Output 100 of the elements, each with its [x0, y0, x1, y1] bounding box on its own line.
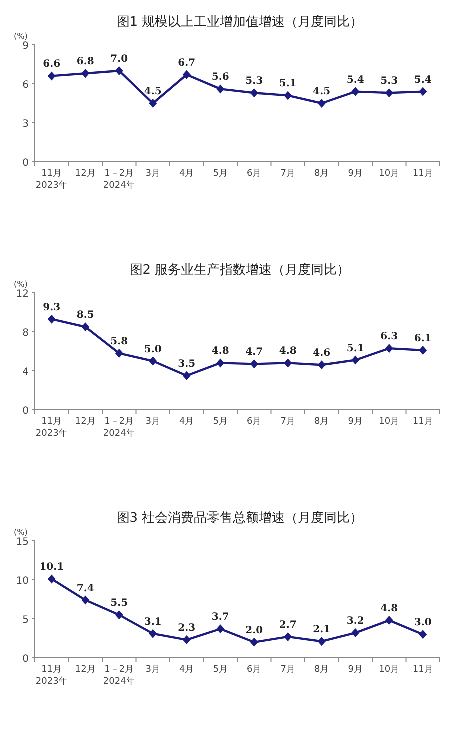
- x-tick-label: 3月: [146, 169, 160, 179]
- data-label: 8.5: [76, 310, 94, 322]
- point: [385, 344, 394, 354]
- data-label: 5.5: [110, 598, 128, 610]
- point: [284, 91, 292, 100]
- y-tick-label: 9: [22, 41, 29, 52]
- data-label: 2.3: [178, 623, 196, 634]
- y-tick-label: 15: [16, 537, 29, 548]
- y-axis-title: (%): [14, 280, 28, 289]
- y-tick-label: 3: [22, 119, 29, 130]
- y-tick-label: 0: [22, 406, 29, 417]
- point: [250, 360, 258, 369]
- x-tick-label: 7月: [280, 417, 296, 427]
- data-label: 4.8: [212, 346, 230, 358]
- x-tick-label: 11月 2023年: [36, 665, 68, 687]
- y-tick-label: 10: [16, 576, 29, 587]
- point: [419, 346, 428, 356]
- data-label: 6.6: [43, 59, 61, 70]
- point: [352, 628, 360, 638]
- x-tick-label: 3月: [146, 417, 160, 427]
- data-label: 6.3: [380, 332, 398, 343]
- point: [115, 348, 124, 358]
- data-label: 5.1: [279, 78, 297, 90]
- x-tick-label: 1－2月 2024年: [103, 665, 136, 687]
- y-axis-title: (%): [14, 32, 28, 41]
- data-label: 4.7: [246, 347, 264, 358]
- point: [216, 84, 225, 94]
- data-label: 3.5: [178, 358, 196, 370]
- data-label: 10.1: [40, 562, 64, 574]
- point: [48, 574, 56, 584]
- data-label: 4.6: [313, 348, 331, 360]
- x-tick-label: 3月: [146, 665, 160, 675]
- x-tick-label: 4月: [180, 169, 194, 179]
- x-tick-label: 1－2月 2024年: [103, 417, 136, 439]
- y-tick-label: 8: [22, 328, 29, 339]
- x-tick-label: 8月: [314, 169, 330, 179]
- data-label: 2.1: [313, 624, 331, 636]
- data-label: 5.4: [414, 74, 432, 86]
- point: [284, 358, 292, 368]
- x-tick-label: 11月: [412, 169, 434, 179]
- point: [250, 638, 258, 647]
- data-label: 4.8: [279, 346, 297, 358]
- chart-title: 图1 规模以上工业增加值增速（月度同比）: [116, 14, 364, 30]
- point: [149, 629, 158, 638]
- x-tick-label: 6月: [247, 665, 262, 675]
- point: [115, 610, 124, 620]
- data-label: 3.0: [414, 618, 432, 629]
- x-tick-label: 4月: [180, 417, 194, 427]
- data-label: 7.4: [76, 583, 94, 594]
- chart-title: 图2 服务业生产指数增速（月度同比）: [130, 262, 350, 278]
- data-label: 5.1: [346, 343, 364, 354]
- data-label: 7.0: [110, 54, 128, 65]
- x-tick-label: 9月: [348, 665, 363, 675]
- point: [149, 99, 158, 108]
- data-label: 5.8: [110, 336, 128, 348]
- x-tick-label: 12月: [75, 665, 96, 675]
- x-tick-label: 8月: [314, 417, 330, 427]
- x-tick-label: 12月: [75, 169, 96, 179]
- x-tick-label: 11月 2023年: [36, 169, 68, 191]
- x-tick-label: 5月: [213, 169, 228, 179]
- point: [419, 630, 428, 640]
- point: [419, 87, 428, 96]
- data-label: 6.8: [76, 56, 94, 68]
- x-tick-label: 5月: [213, 665, 228, 675]
- point: [182, 70, 191, 80]
- y-axis-title: (%): [14, 528, 28, 537]
- data-label: 5.0: [144, 344, 162, 356]
- point: [216, 624, 225, 634]
- point: [284, 632, 292, 642]
- data-label: 4.8: [380, 604, 398, 615]
- y-tick-label: 5: [22, 615, 29, 626]
- data-label: 2.0: [246, 625, 264, 636]
- data-label: 9.3: [43, 302, 61, 314]
- point: [115, 66, 124, 76]
- point: [318, 99, 326, 108]
- y-tick-label: 6: [22, 80, 29, 91]
- data-label: 5.4: [346, 74, 364, 86]
- x-tick-label: 4月: [180, 665, 194, 675]
- point: [182, 636, 191, 645]
- y-tick-label: 0: [22, 654, 29, 665]
- data-label: 4.5: [313, 86, 331, 98]
- x-tick-label: 1－2月 2024年: [103, 169, 136, 191]
- x-tick-label: 11月: [412, 665, 434, 675]
- point: [216, 358, 225, 368]
- data-label: 3.1: [144, 616, 162, 628]
- data-label: 2.7: [279, 620, 297, 631]
- x-tick-label: 6月: [247, 169, 262, 179]
- x-tick-label: 10月: [379, 417, 400, 427]
- x-tick-label: 6月: [247, 417, 262, 427]
- data-label: 3.7: [212, 612, 230, 624]
- x-tick-label: 11月: [412, 417, 434, 427]
- x-tick-label: 10月: [379, 169, 400, 179]
- data-label: 5.6: [212, 72, 230, 84]
- y-tick-label: 0: [22, 158, 29, 169]
- point: [250, 88, 258, 98]
- data-label: 4.5: [144, 86, 162, 98]
- point: [182, 371, 191, 380]
- x-tick-label: 9月: [348, 417, 363, 427]
- point: [82, 596, 90, 605]
- data-label: 5.3: [380, 76, 398, 88]
